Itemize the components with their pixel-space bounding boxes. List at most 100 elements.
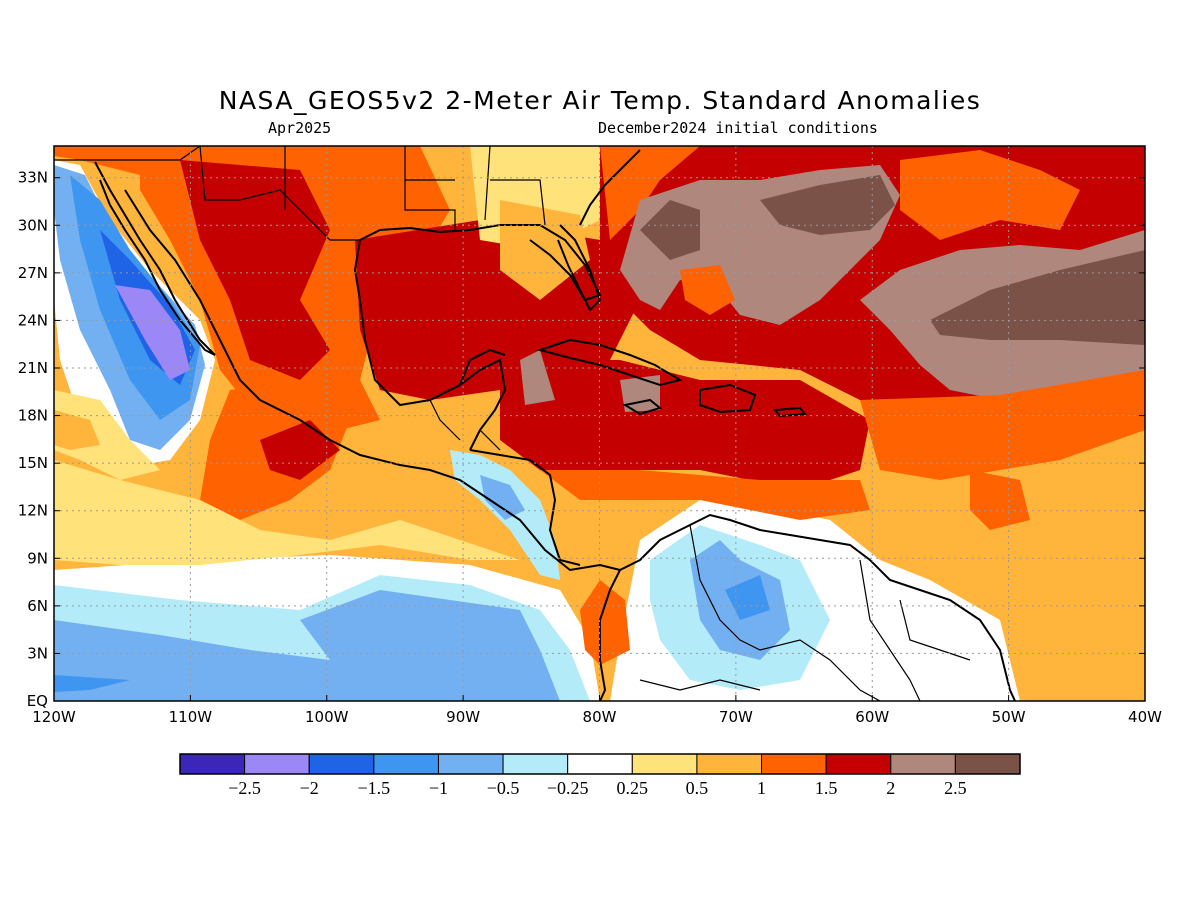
x-tick-label: 100W xyxy=(305,708,349,726)
puerto-rico-coast xyxy=(772,406,808,418)
cayman-extreme xyxy=(520,350,555,405)
atlantic-max-patch-east xyxy=(930,250,1145,345)
ecuador-peru-border xyxy=(639,679,761,691)
us-mexico-border-east xyxy=(199,146,360,241)
initial-conditions: December2024 initial conditions xyxy=(598,119,878,137)
yucatan-coast xyxy=(459,348,506,386)
y-tick-label: 27N xyxy=(18,264,48,282)
mexico-hot xyxy=(180,160,330,380)
y-tick-label: 24N xyxy=(18,311,48,329)
colorbar-label: 2.5 xyxy=(944,778,967,798)
south-mexico-hot xyxy=(260,420,340,480)
caribbean-warm-edge xyxy=(540,470,870,520)
page-title: NASA_GEOS5v2 2-Meter Air Temp. Standard … xyxy=(218,86,982,115)
us-state-border-b xyxy=(484,146,491,221)
pacific-cooler-region xyxy=(54,590,560,701)
x-tick-label: 60W xyxy=(855,708,889,726)
x-tick-label: 50W xyxy=(992,708,1026,726)
colorbar-label: 1.5 xyxy=(815,778,838,798)
colorbar-swatch xyxy=(179,753,246,775)
y-tick-label: EQ xyxy=(27,692,48,710)
forecast-month: Apr2025 xyxy=(268,119,332,137)
gulf-coast-north xyxy=(359,224,602,302)
y-tick-label: 3N xyxy=(27,644,48,662)
florida-coast xyxy=(557,224,602,312)
colorbar-swatch xyxy=(244,753,310,775)
y-axis: EQ 3N 6N 9N 12N 15N 18N 21N 24N 27N 30N 33N xyxy=(18,169,1145,710)
jamaica-extreme xyxy=(620,375,660,412)
y-tick-label: 9N xyxy=(27,549,48,567)
colorbar-swatch xyxy=(437,753,504,775)
pacific-mild-west xyxy=(54,390,160,480)
suriname-border xyxy=(899,599,971,661)
north-atlantic-warm xyxy=(900,150,1080,240)
pacific-mild-band xyxy=(54,460,520,565)
colombia-warm-patch xyxy=(580,580,630,665)
colorbar-swatch xyxy=(825,753,892,775)
atlantic-warm-blob xyxy=(970,470,1030,530)
atlantic-coast-warm xyxy=(600,146,700,240)
y-tick-label: 6N xyxy=(27,597,48,615)
x-tick-label: 120W xyxy=(32,708,76,726)
us-east-coast xyxy=(579,149,641,226)
coastlines xyxy=(94,149,1016,701)
x-tick-label: 80W xyxy=(583,708,617,726)
us-state-border-c xyxy=(490,179,546,226)
cuba-coast xyxy=(536,338,683,387)
colorbar-swatch xyxy=(890,753,956,775)
country-borders xyxy=(54,146,971,701)
us-state-border-a xyxy=(404,146,456,230)
colorbar-label: −0.5 xyxy=(487,778,520,798)
colorbar: −2.5 −2 −1.5 −1 −0.5 −0.25 0.25 0.5 1 1.5 2 2.5 xyxy=(179,753,1021,798)
colorbar-label: −2.5 xyxy=(228,778,261,798)
y-tick-label: 18N xyxy=(18,407,48,425)
x-axis: 120W 110W 100W 90W 80W 70W 60W 50W 40W xyxy=(32,695,1162,726)
jamaica-coast xyxy=(622,398,663,416)
colorbar-label: 2 xyxy=(886,778,895,798)
colorbar-swatch xyxy=(567,753,633,775)
arizona-warm xyxy=(54,146,160,180)
baja-coast xyxy=(94,161,216,356)
caribbean-hot xyxy=(500,360,870,490)
gulf-coast-west xyxy=(353,239,507,451)
colorbar-label: −2 xyxy=(300,778,319,798)
central-america-cooler xyxy=(480,475,525,520)
pacific-warm-west xyxy=(54,410,100,450)
y-tick-label: 12N xyxy=(18,502,48,520)
colorbar-label: 1 xyxy=(757,778,766,798)
colorbar-swatch xyxy=(696,753,763,775)
tropical-atlantic-warm xyxy=(860,370,1145,480)
atlantic-max-patch-central xyxy=(760,175,895,235)
colorbar-label: −0.25 xyxy=(547,778,589,798)
guyana-border xyxy=(859,559,921,701)
colombia-venezuela-border xyxy=(689,524,881,701)
y-tick-label: 15N xyxy=(18,454,48,472)
honduras-border xyxy=(479,429,501,451)
y-tick-label: 30N xyxy=(18,216,48,234)
colorbar-label: −1.5 xyxy=(358,778,391,798)
colorbar-label: 0.25 xyxy=(617,778,649,798)
x-tick-label: 110W xyxy=(169,708,213,726)
hispaniola-coast xyxy=(699,383,757,414)
colorbar-label: 0.5 xyxy=(686,778,709,798)
colorbar-swatch xyxy=(373,753,439,775)
x-tick-label: 40W xyxy=(1128,708,1162,726)
atlantic-warm-hole xyxy=(680,265,735,315)
guatemala-border xyxy=(429,399,461,441)
south-america-north-coast xyxy=(619,513,1016,701)
atlantic-max-patch-west xyxy=(640,200,700,260)
us-mexico-border-west xyxy=(54,146,201,161)
colorbar-swatch xyxy=(308,753,375,775)
colorbar-frame xyxy=(179,753,1021,775)
x-tick-label: 70W xyxy=(719,708,753,726)
pacific-coast xyxy=(124,189,621,572)
colorbar-swatch xyxy=(761,753,827,775)
colorbar-swatch xyxy=(502,753,569,775)
baja-extreme-cold xyxy=(115,285,190,380)
colorbar-label: −1 xyxy=(429,778,448,798)
y-tick-label: 21N xyxy=(18,359,48,377)
pacific-cold-patch xyxy=(54,675,130,692)
colorbar-swatch xyxy=(631,753,698,775)
x-tick-label: 90W xyxy=(446,708,480,726)
